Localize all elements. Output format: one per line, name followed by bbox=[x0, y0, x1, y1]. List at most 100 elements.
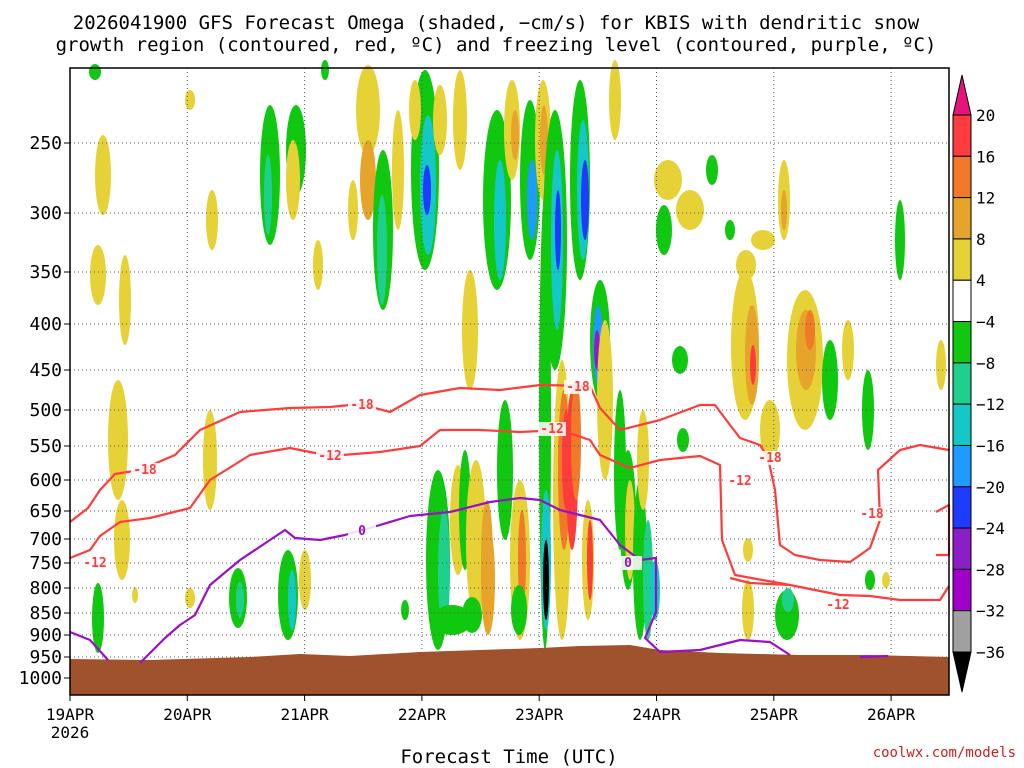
contour-label-bg bbox=[614, 556, 642, 570]
y-tick-label: 1000 bbox=[19, 668, 62, 689]
y-tick-label: 650 bbox=[29, 501, 62, 522]
colorbar-swatch bbox=[952, 444, 972, 488]
omega-shaded-region bbox=[313, 240, 323, 290]
contour-label-bg bbox=[564, 380, 592, 394]
omega-shaded-region bbox=[264, 155, 272, 235]
x-tick-label: 21APR bbox=[281, 705, 330, 724]
omega-shaded-region bbox=[742, 580, 754, 640]
omega-shaded-region bbox=[581, 160, 589, 240]
omega-shaded-region bbox=[438, 510, 450, 630]
colorbar-label: 20 bbox=[976, 106, 995, 125]
colorbar-label: 16 bbox=[976, 147, 995, 166]
omega-shaded-region bbox=[571, 380, 581, 500]
plot-area: -18 -18 -18 -18 -18 -12 -12 -12 -12 -12 0 0 bbox=[69, 60, 951, 696]
omega-shaded-region bbox=[511, 110, 519, 160]
omega-shaded-region bbox=[750, 345, 756, 385]
omega-shaded-region bbox=[654, 160, 682, 200]
colorbar-swatch bbox=[952, 155, 972, 199]
omega-shaded-region bbox=[356, 65, 380, 155]
omega-shaded-region bbox=[89, 64, 101, 80]
colorbar-label: −4 bbox=[976, 313, 995, 332]
omega-shaded-region bbox=[236, 582, 244, 618]
x-tick-label: 19APR bbox=[46, 705, 95, 724]
omega-shaded-region bbox=[409, 80, 421, 140]
colorbar-swatch bbox=[952, 197, 972, 240]
colorbar-label: −24 bbox=[976, 519, 1005, 538]
contour-label: -12 bbox=[318, 449, 341, 464]
omega-shaded-region bbox=[865, 570, 875, 590]
omega-shaded-region bbox=[587, 520, 593, 600]
contour-label: -18 bbox=[133, 463, 157, 478]
omega-shaded-region bbox=[527, 160, 537, 240]
omega-shaded-region bbox=[185, 90, 195, 110]
contour-label-bg bbox=[316, 449, 344, 463]
contour-label: -18 bbox=[350, 398, 374, 413]
y-tick-label: 850 bbox=[29, 603, 62, 624]
omega-shaded-region bbox=[114, 500, 130, 580]
chart-title: 2026041900 GFS Forecast Omega (shaded, −… bbox=[73, 12, 920, 34]
omega-shaded-region bbox=[494, 160, 506, 280]
omega-shaded-region bbox=[433, 85, 447, 155]
vertical-gridlines bbox=[186, 68, 892, 695]
colorbar-top-arrow bbox=[952, 74, 972, 116]
colorbar-bottom-arrow bbox=[952, 651, 972, 693]
contour-label-bg bbox=[131, 463, 159, 477]
omega-shaded-region bbox=[643, 520, 653, 640]
colorbar-swatch bbox=[952, 114, 972, 157]
omega-shaded-region bbox=[377, 195, 387, 305]
colorbar-swatch bbox=[952, 362, 972, 405]
ground-terrain bbox=[70, 645, 949, 695]
omega-shaded-region bbox=[637, 410, 649, 510]
omega-shaded-region bbox=[555, 190, 561, 270]
colorbar-label: −12 bbox=[976, 395, 1005, 414]
colorbar-swatch bbox=[952, 610, 972, 653]
y-tick-label: 950 bbox=[29, 647, 62, 668]
y-tick-label: 550 bbox=[29, 436, 62, 457]
omega-shaded-region bbox=[462, 597, 482, 633]
colorbar-label: −16 bbox=[976, 436, 1005, 455]
chart-subtitle: growth region (contoured, red, ºC) and f… bbox=[56, 34, 937, 56]
omega-shaded-region bbox=[119, 255, 131, 345]
omega-shaded-region bbox=[481, 525, 495, 635]
y-tick-label: 900 bbox=[29, 625, 62, 646]
x-axis-year: 2026 bbox=[51, 723, 90, 742]
omega-shaded-region bbox=[936, 340, 946, 390]
dgz-minus18-contour bbox=[69, 383, 950, 564]
plot-frame bbox=[69, 67, 950, 696]
freezing-level-contour bbox=[859, 654, 889, 659]
omega-shaded-region bbox=[348, 180, 358, 240]
omega-shaded-region bbox=[401, 600, 409, 620]
x-tick-label: 22APR bbox=[398, 705, 447, 724]
colorbar-label: −36 bbox=[976, 643, 1005, 662]
contour-label-bg bbox=[348, 524, 376, 538]
dgz-minus12-contour bbox=[729, 576, 791, 587]
temperature-contours: -18 -18 -18 -18 -18 -12 -12 -12 -12 -12 0 0 bbox=[69, 380, 951, 664]
contour-label-bg bbox=[824, 598, 852, 612]
omega-shaded-region bbox=[360, 140, 376, 220]
freezing-level-contour bbox=[139, 496, 791, 664]
omega-shaded-region bbox=[842, 320, 854, 380]
y-tick-label: 700 bbox=[29, 529, 62, 550]
y-tick-label: 800 bbox=[29, 578, 62, 599]
omega-shaded-region bbox=[423, 165, 431, 215]
contour-label-bg bbox=[756, 451, 784, 465]
colorbar-label: −20 bbox=[976, 478, 1005, 497]
omega-shaded-region bbox=[751, 230, 775, 250]
x-axis: 19APR 20APR 21APR 22APR 23APR 24APR 25APR 26APR bbox=[46, 695, 916, 724]
omega-shaded-region bbox=[706, 155, 718, 185]
contour-label-bg bbox=[81, 556, 109, 570]
colorbar-swatch bbox=[952, 568, 972, 612]
omega-shaded-region bbox=[805, 310, 815, 350]
omega-shaded-region bbox=[206, 190, 218, 250]
colorbar-label: 12 bbox=[976, 189, 995, 208]
omega-shaded-region bbox=[743, 538, 753, 562]
omega-shaded-region bbox=[781, 190, 787, 230]
contour-label-bg bbox=[726, 474, 754, 488]
y-tick-label: 300 bbox=[29, 203, 62, 224]
contour-label: -18 bbox=[860, 507, 884, 522]
y-tick-label: 500 bbox=[29, 400, 62, 421]
x-tick-label: 23APR bbox=[515, 705, 564, 724]
x-tick-label: 20APR bbox=[163, 705, 212, 724]
colorbar-swatch bbox=[952, 527, 972, 570]
